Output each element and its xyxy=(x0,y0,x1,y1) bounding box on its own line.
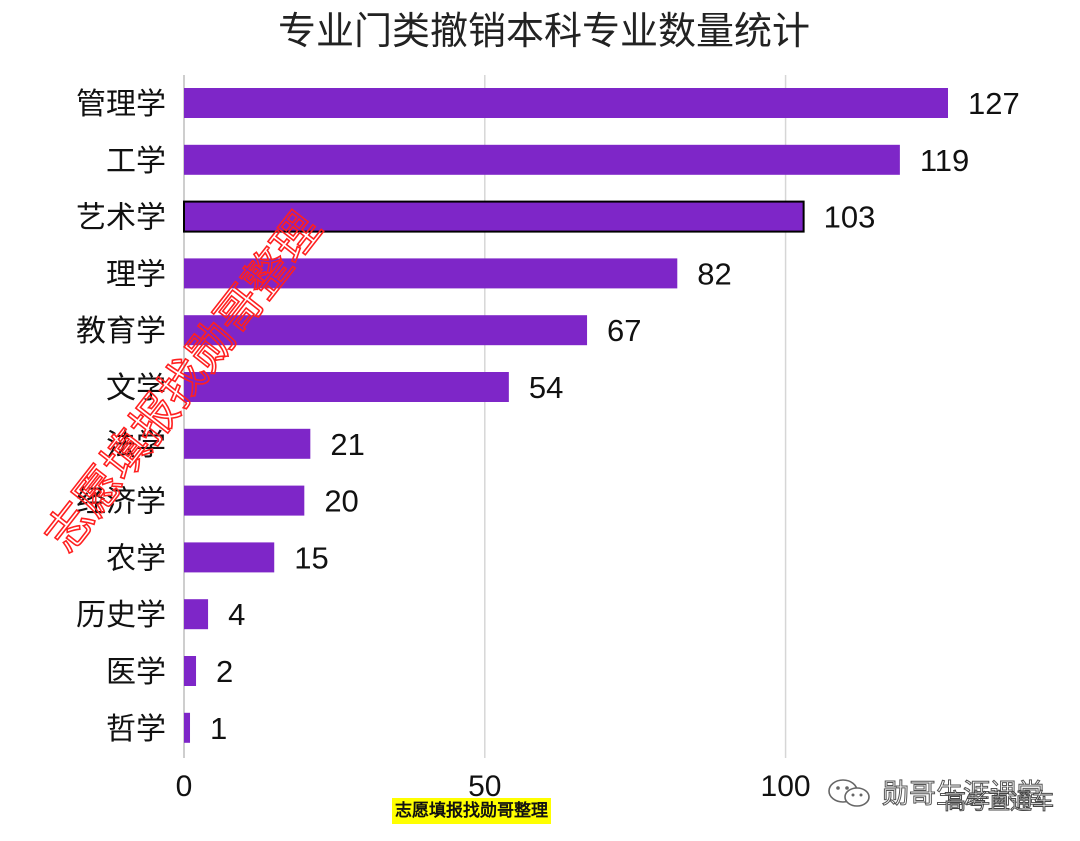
bar xyxy=(184,258,678,289)
category-label: 文学 xyxy=(106,371,166,406)
bar xyxy=(184,656,197,686)
value-label: 2 xyxy=(216,654,233,689)
x-tick-label: 100 xyxy=(761,770,811,803)
bar xyxy=(183,200,805,233)
value-label: 119 xyxy=(920,143,969,178)
value-label: 67 xyxy=(607,313,641,348)
brand-name: 勋哥生涯课堂 xyxy=(882,779,1045,811)
value-label: 54 xyxy=(529,370,563,405)
category-label: 农学 xyxy=(106,541,166,576)
bar xyxy=(184,144,900,175)
value-label: 20 xyxy=(324,484,358,519)
x-tick-label: 0 xyxy=(176,770,193,803)
value-label: 4 xyxy=(228,597,245,632)
category-label: 法学 xyxy=(106,428,166,463)
category-label: 艺术学 xyxy=(76,201,166,236)
wechat-icon xyxy=(828,779,870,807)
category-label: 医学 xyxy=(106,655,166,690)
grid-lines xyxy=(183,75,787,758)
bar xyxy=(184,88,948,118)
category-label: 工学 xyxy=(106,144,166,179)
bar xyxy=(184,315,588,346)
bar xyxy=(184,428,311,459)
category-label: 教育学 xyxy=(76,314,166,349)
category-label: 经济学 xyxy=(76,485,166,520)
bar xyxy=(184,372,509,402)
category-label: 管理学 xyxy=(76,87,166,122)
value-label: 103 xyxy=(824,200,876,235)
value-label: 127 xyxy=(968,86,1020,121)
value-label: 1 xyxy=(210,711,227,746)
bar xyxy=(184,542,275,573)
bar xyxy=(184,599,209,630)
bar xyxy=(184,485,305,516)
value-label: 21 xyxy=(330,427,364,462)
category-label: 哲学 xyxy=(106,712,166,747)
x-tick-label: 50 xyxy=(468,770,501,803)
category-label: 历史学 xyxy=(76,598,166,633)
bars xyxy=(183,88,948,743)
chart-title: 专业门类撤销本科专业数量统计 xyxy=(278,9,810,53)
value-label: 82 xyxy=(697,256,731,291)
brand-secondary: 高考直通车 xyxy=(943,790,1055,816)
value-label: 15 xyxy=(294,540,328,575)
x-axis-ticks: 0 50 100 xyxy=(176,770,811,803)
category-label: 理学 xyxy=(106,257,166,292)
brand-watermark: 勋哥生涯课堂 高考直通车 xyxy=(826,772,1066,816)
credit-label: 志愿填报找勋哥整理 xyxy=(392,798,551,824)
bar xyxy=(184,712,191,743)
